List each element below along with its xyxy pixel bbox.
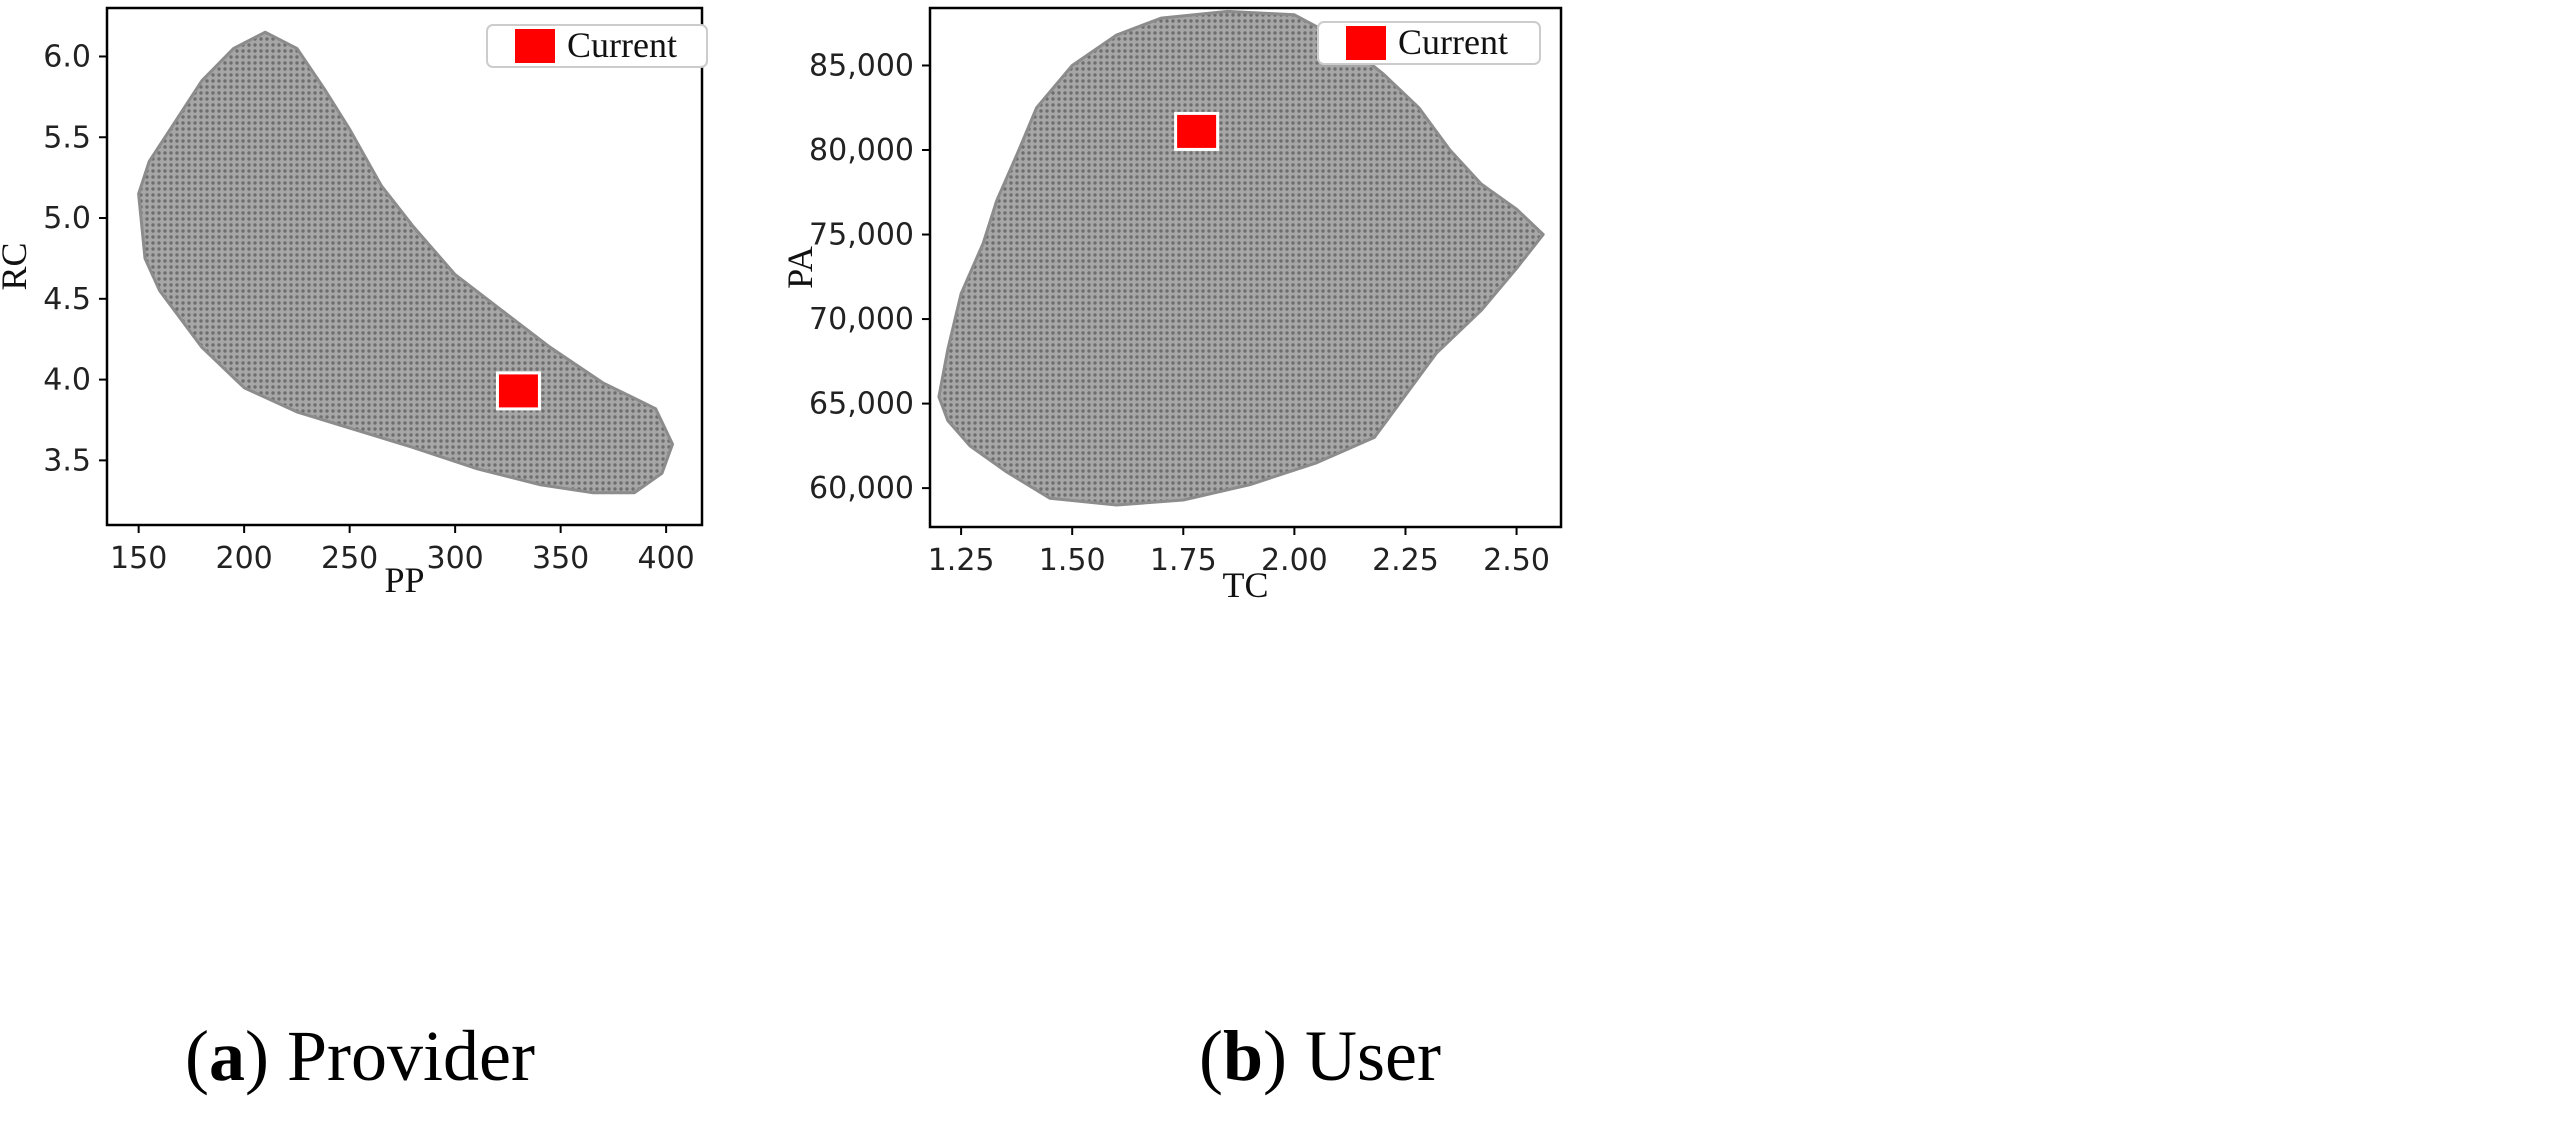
- x-tick-label: 150: [110, 541, 167, 576]
- scatter-cloud: [137, 30, 674, 495]
- x-tick-label: 400: [637, 541, 694, 576]
- x-tick-label: 250: [321, 541, 378, 576]
- current-marker: [1174, 111, 1220, 151]
- y-tick-label: 5.5: [43, 120, 91, 155]
- y-tick-label: 5.0: [43, 201, 91, 236]
- y-tick-label: 3.5: [43, 443, 91, 478]
- x-tick-label: 200: [216, 541, 273, 576]
- y-tick-label: 6.0: [43, 39, 91, 74]
- caption-letter: b: [1223, 1016, 1263, 1096]
- y-axis-label: RC: [0, 242, 34, 290]
- x-axis-label: PP: [384, 560, 424, 600]
- legend: Current: [1317, 21, 1541, 65]
- y-tick-label: 4.0: [43, 363, 91, 398]
- legend-swatch: [515, 29, 555, 63]
- caption-text: User: [1305, 1016, 1441, 1096]
- panel-a: 150 200 250 300 350 400 3.5 4.0 4.5 5.0 5.5 6.0 Cur…: [0, 6, 708, 1096]
- y-tick-label: 85,000: [809, 48, 914, 83]
- panel-caption: (b) User: [1199, 1016, 1441, 1096]
- panel-caption: (a) Provider: [185, 1016, 535, 1096]
- x-tick-label: 2.25: [1372, 543, 1439, 578]
- current-marker: [495, 371, 541, 411]
- y-tick-label: 4.5: [43, 282, 91, 317]
- x-tick-label: 2.00: [1261, 543, 1328, 578]
- x-tick-label: 1.75: [1150, 543, 1217, 578]
- x-tick-label: 1.25: [928, 543, 995, 578]
- plot-area: [105, 6, 704, 527]
- y-tick-label: 70,000: [809, 302, 914, 337]
- ticks: 1.25 1.50 1.75 2.00 2.25 2.50 60,000 65,000 70,0…: [809, 48, 1550, 578]
- panel-b: 1.25 1.50 1.75 2.00 2.25 2.50 60,000 65,000 70,0…: [780, 6, 1563, 1096]
- legend-label: Current: [567, 25, 677, 65]
- x-axis-label: TC: [1222, 565, 1268, 605]
- x-tick-label: 350: [532, 541, 589, 576]
- y-tick-label: 65,000: [809, 387, 914, 422]
- x-tick-label: 300: [427, 541, 484, 576]
- plot-area: [928, 6, 1563, 529]
- x-tick-label: 2.50: [1483, 543, 1550, 578]
- legend-label: Current: [1398, 22, 1508, 62]
- scatter-cloud: [937, 9, 1545, 507]
- caption-letter: a: [209, 1016, 245, 1096]
- legend: Current: [486, 24, 708, 68]
- y-tick-label: 60,000: [809, 471, 914, 506]
- y-tick-label: 80,000: [809, 133, 914, 168]
- legend-swatch: [1346, 26, 1386, 60]
- x-tick-label: 1.50: [1039, 543, 1106, 578]
- y-axis-label: PA: [780, 246, 820, 289]
- y-tick-label: 75,000: [809, 218, 914, 253]
- ticks: 150 200 250 300 350 400 3.5 4.0 4.5 5.0 5.5 6.0: [43, 39, 694, 576]
- caption-text: Provider: [287, 1016, 535, 1096]
